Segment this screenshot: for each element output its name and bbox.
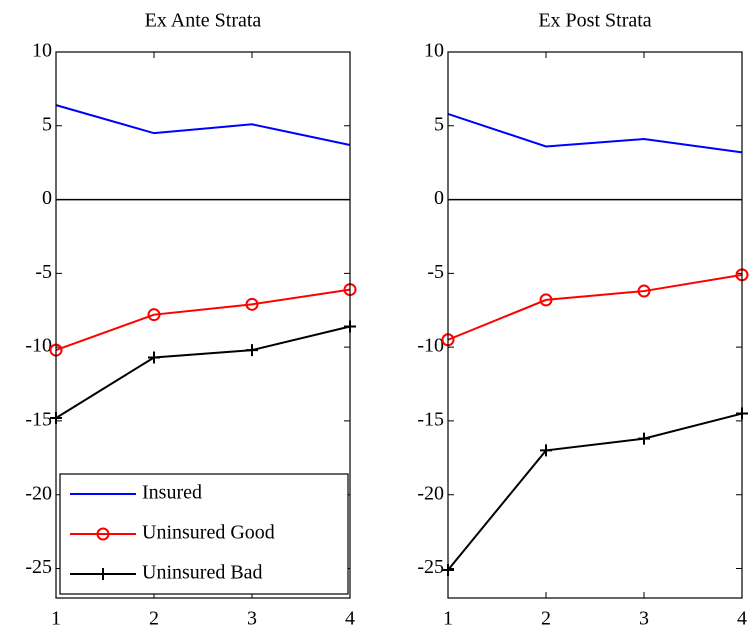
marker: [246, 344, 258, 357]
marker: [96, 527, 110, 541]
y-tick-label: -5: [427, 261, 444, 283]
marker: [148, 351, 160, 364]
y-tick-label: -10: [25, 335, 52, 357]
marker: [97, 568, 109, 580]
y-tick-label: -20: [417, 482, 444, 504]
x-tick-label: 1: [443, 608, 453, 630]
x-tick-label: 4: [737, 608, 747, 630]
legend-label: Uninsured Good: [142, 522, 275, 544]
x-tick-label: 2: [149, 608, 159, 630]
y-tick-label: -5: [35, 261, 52, 283]
x-tick-label: 1: [51, 608, 61, 630]
chart-title: Ex Post Strata: [538, 10, 651, 32]
chart-title: Ex Ante Strata: [145, 10, 262, 32]
y-tick-label: 0: [42, 187, 52, 209]
axes-box: [447, 51, 743, 599]
y-tick-label: 5: [42, 113, 52, 135]
x-tick-label: 2: [541, 608, 551, 630]
legend-label: Insured: [142, 482, 202, 504]
series-line: [447, 113, 743, 154]
y-tick-label: 10: [424, 40, 444, 62]
x-tick-label: 3: [639, 608, 649, 630]
series-line: [55, 325, 351, 419]
y-tick-label: -20: [25, 482, 52, 504]
y-tick-label: -25: [25, 556, 52, 578]
y-tick-label: -10: [417, 335, 444, 357]
x-tick-label: 3: [247, 608, 257, 630]
series-line: [55, 288, 351, 352]
y-tick-label: -15: [25, 409, 52, 431]
y-tick-label: -25: [417, 556, 444, 578]
marker: [540, 444, 552, 457]
marker: [638, 432, 650, 445]
legend-label: Uninsured Bad: [142, 562, 263, 584]
y-tick-label: 0: [434, 187, 444, 209]
x-tick-label: 4: [345, 608, 355, 630]
marker: [539, 293, 553, 307]
y-tick-label: 10: [32, 40, 52, 62]
axes-box: [55, 51, 351, 599]
series-line: [447, 412, 743, 571]
series-line: [447, 273, 743, 341]
series-line: [55, 104, 351, 146]
y-tick-label: -15: [417, 409, 444, 431]
y-tick-label: 5: [434, 113, 444, 135]
marker: [245, 297, 259, 311]
marker: [637, 284, 651, 298]
marker: [147, 308, 161, 322]
